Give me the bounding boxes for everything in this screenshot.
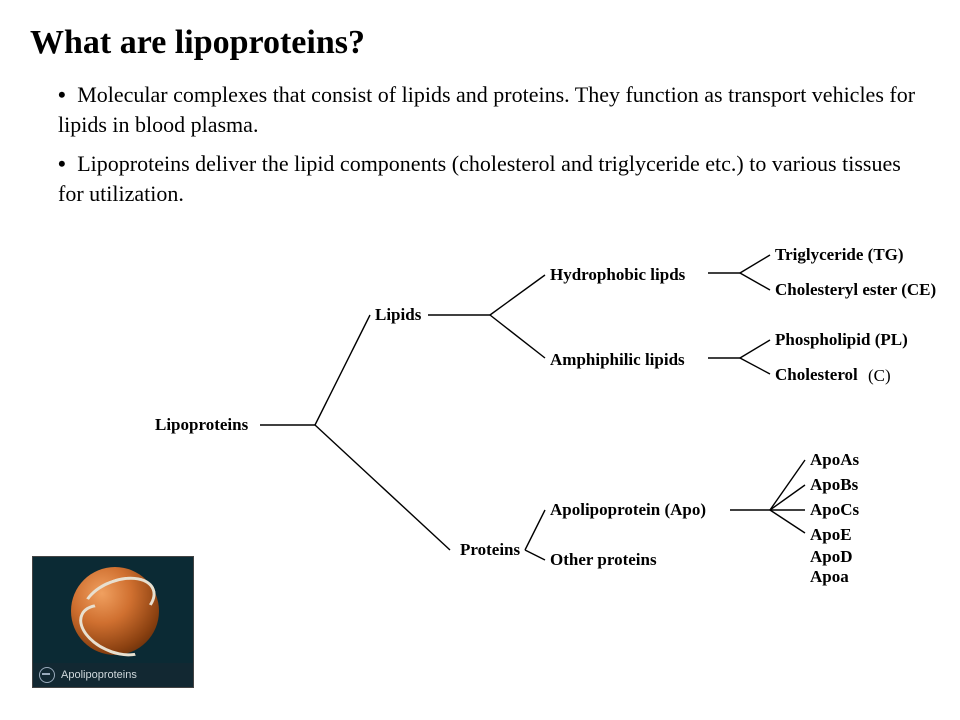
bullet-item: • Lipoproteins deliver the lipid compone… bbox=[58, 149, 930, 208]
node-amphi: Amphiphilic lipids bbox=[550, 350, 685, 370]
node-tg: Triglyceride (TG) bbox=[775, 245, 904, 265]
node-apo: Apolipoprotein (Apo) bbox=[550, 500, 706, 520]
lipoprotein-tree-diagram: Lipoproteins Lipids Proteins Hydrophobic… bbox=[150, 240, 930, 580]
thumbnail-caption: Apolipoproteins bbox=[61, 669, 137, 681]
bullet-dot: • bbox=[58, 82, 66, 107]
page-title: What are lipoproteins? bbox=[30, 24, 930, 62]
node-proteins: Proteins bbox=[460, 540, 520, 560]
bullet-text: Molecular complexes that consist of lipi… bbox=[58, 82, 915, 137]
bullet-text: Lipoproteins deliver the lipid component… bbox=[58, 151, 901, 206]
node-apoD: ApoD bbox=[810, 547, 853, 567]
node-apoBs: ApoBs bbox=[810, 475, 858, 495]
node-root: Lipoproteins bbox=[155, 415, 248, 435]
thumbnail-caption-bar: Apolipoproteins bbox=[33, 663, 193, 687]
node-apoE: ApoE bbox=[810, 525, 852, 545]
node-ce: Cholesteryl ester (CE) bbox=[775, 280, 936, 300]
node-other: Other proteins bbox=[550, 550, 657, 570]
bullet-dot: • bbox=[58, 151, 66, 176]
node-pl: Phospholipid (PL) bbox=[775, 330, 908, 350]
node-chol-c: (C) bbox=[868, 366, 891, 386]
node-apoAs: ApoAs bbox=[810, 450, 859, 470]
apolipoprotein-thumbnail: Apolipoproteins bbox=[32, 556, 194, 688]
node-hydro: Hydrophobic lipds bbox=[550, 265, 685, 285]
bullet-item: • Molecular complexes that consist of li… bbox=[58, 80, 930, 139]
bullet-list: • Molecular complexes that consist of li… bbox=[58, 80, 930, 209]
globe-icon bbox=[39, 667, 55, 683]
node-apoCs: ApoCs bbox=[810, 500, 859, 520]
node-lipids: Lipids bbox=[375, 305, 421, 325]
node-apoa: Apoa bbox=[810, 567, 849, 587]
node-chol: Cholesterol bbox=[775, 365, 858, 385]
